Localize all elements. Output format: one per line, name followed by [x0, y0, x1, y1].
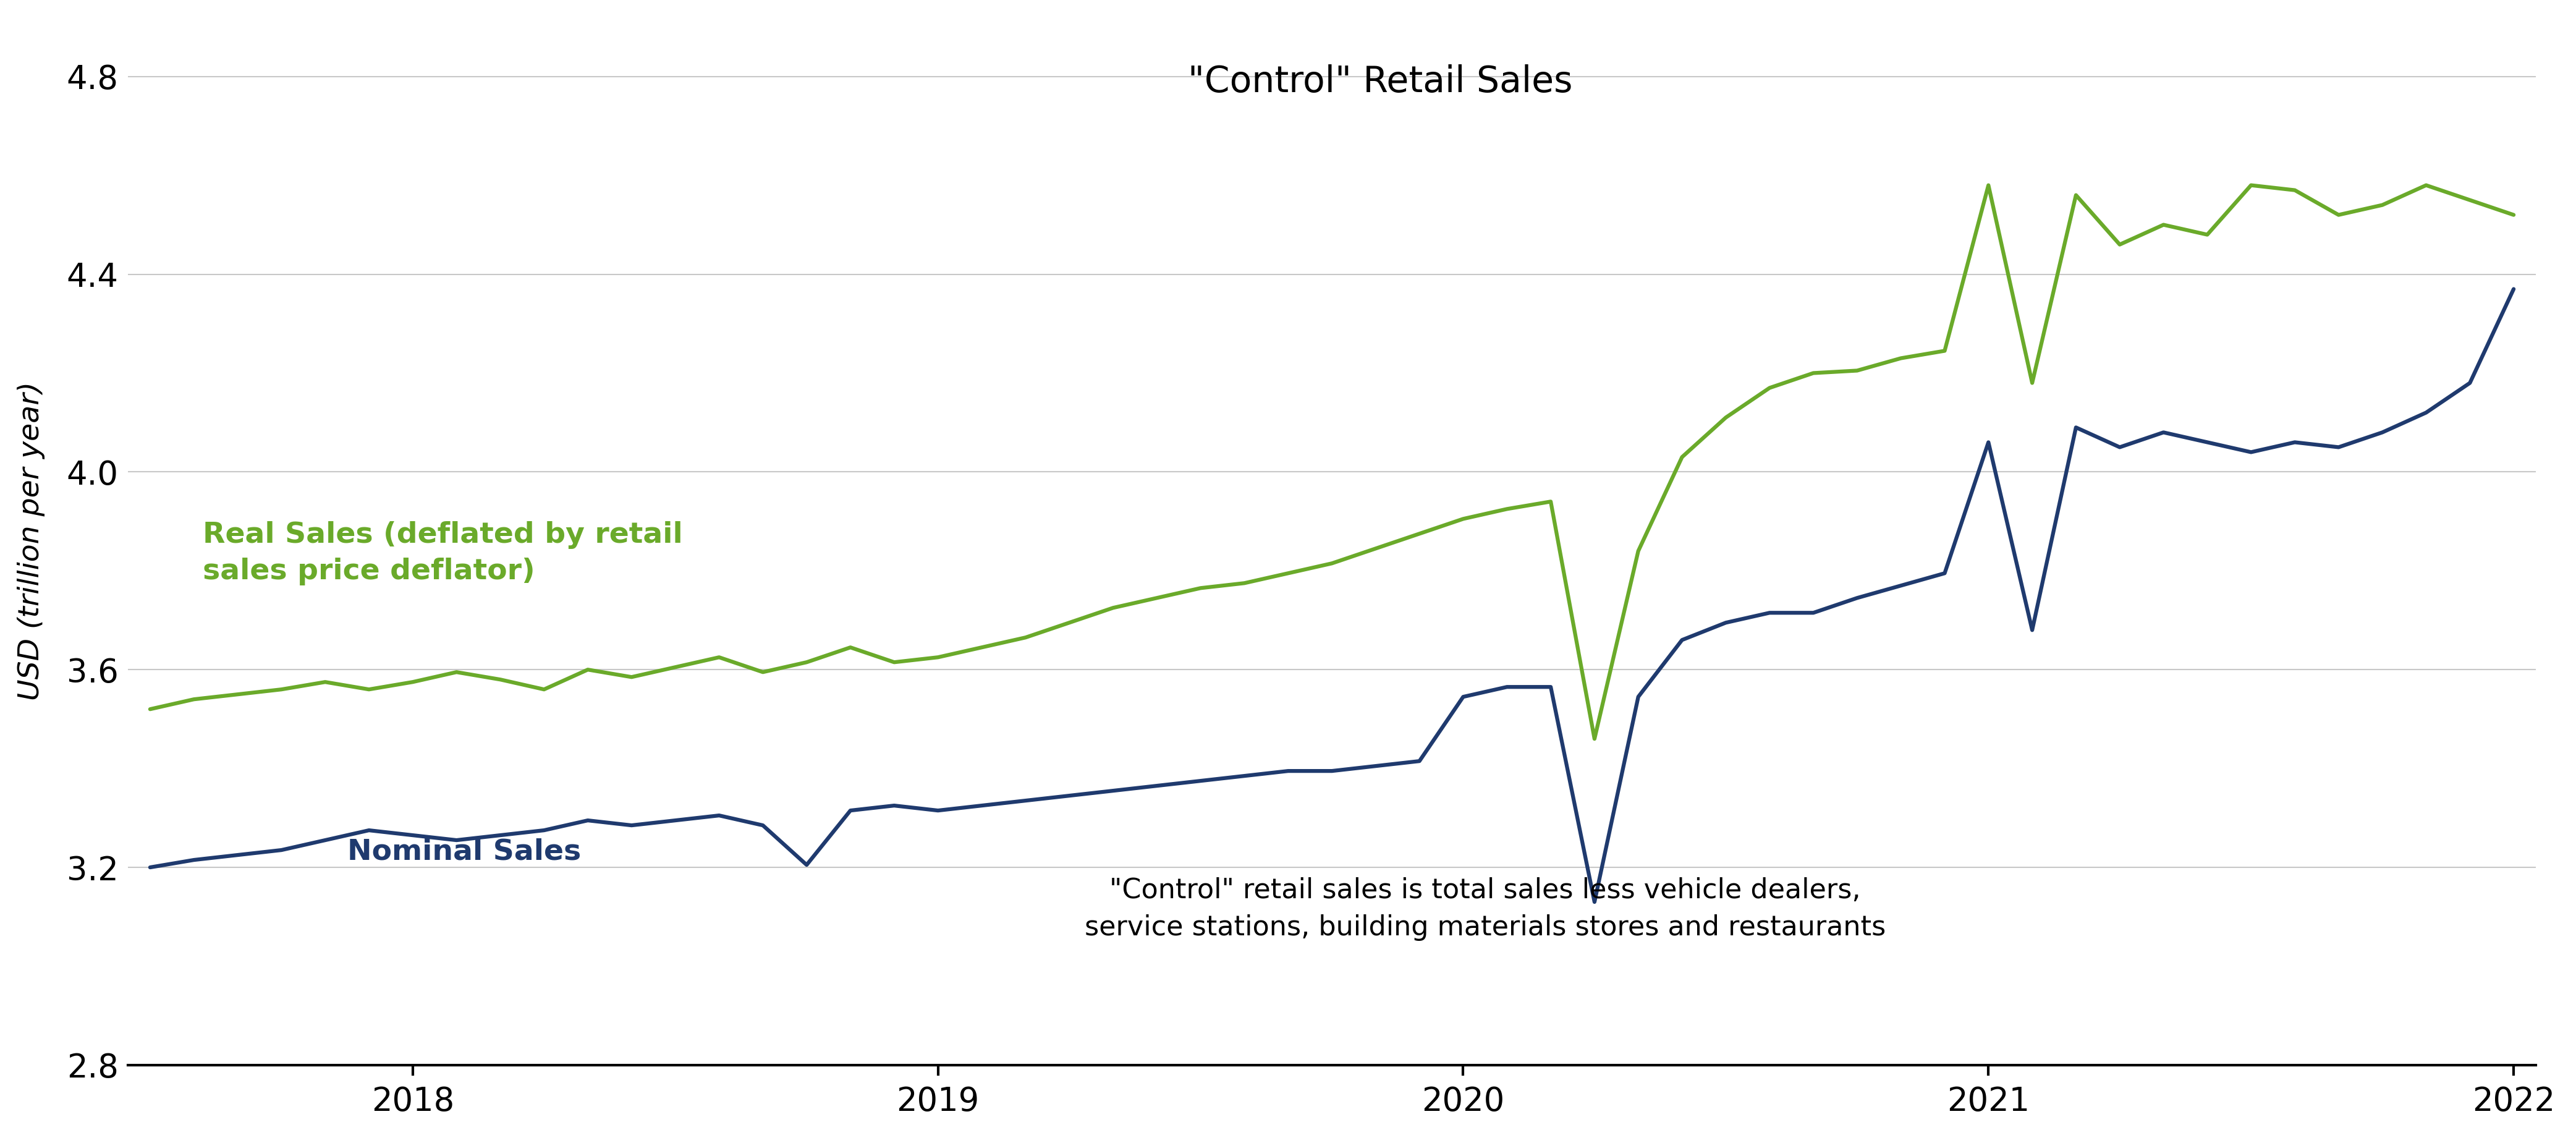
Text: Real Sales (deflated by retail
sales price deflator): Real Sales (deflated by retail sales pri… — [204, 521, 683, 586]
Text: Nominal Sales: Nominal Sales — [348, 838, 580, 866]
Text: "Control" retail sales is total sales less vehicle dealers,
service stations, bu: "Control" retail sales is total sales le… — [1084, 877, 1886, 941]
Text: "Control" Retail Sales: "Control" Retail Sales — [1188, 65, 1571, 100]
Y-axis label: USD (trillion per year): USD (trillion per year) — [18, 381, 44, 700]
